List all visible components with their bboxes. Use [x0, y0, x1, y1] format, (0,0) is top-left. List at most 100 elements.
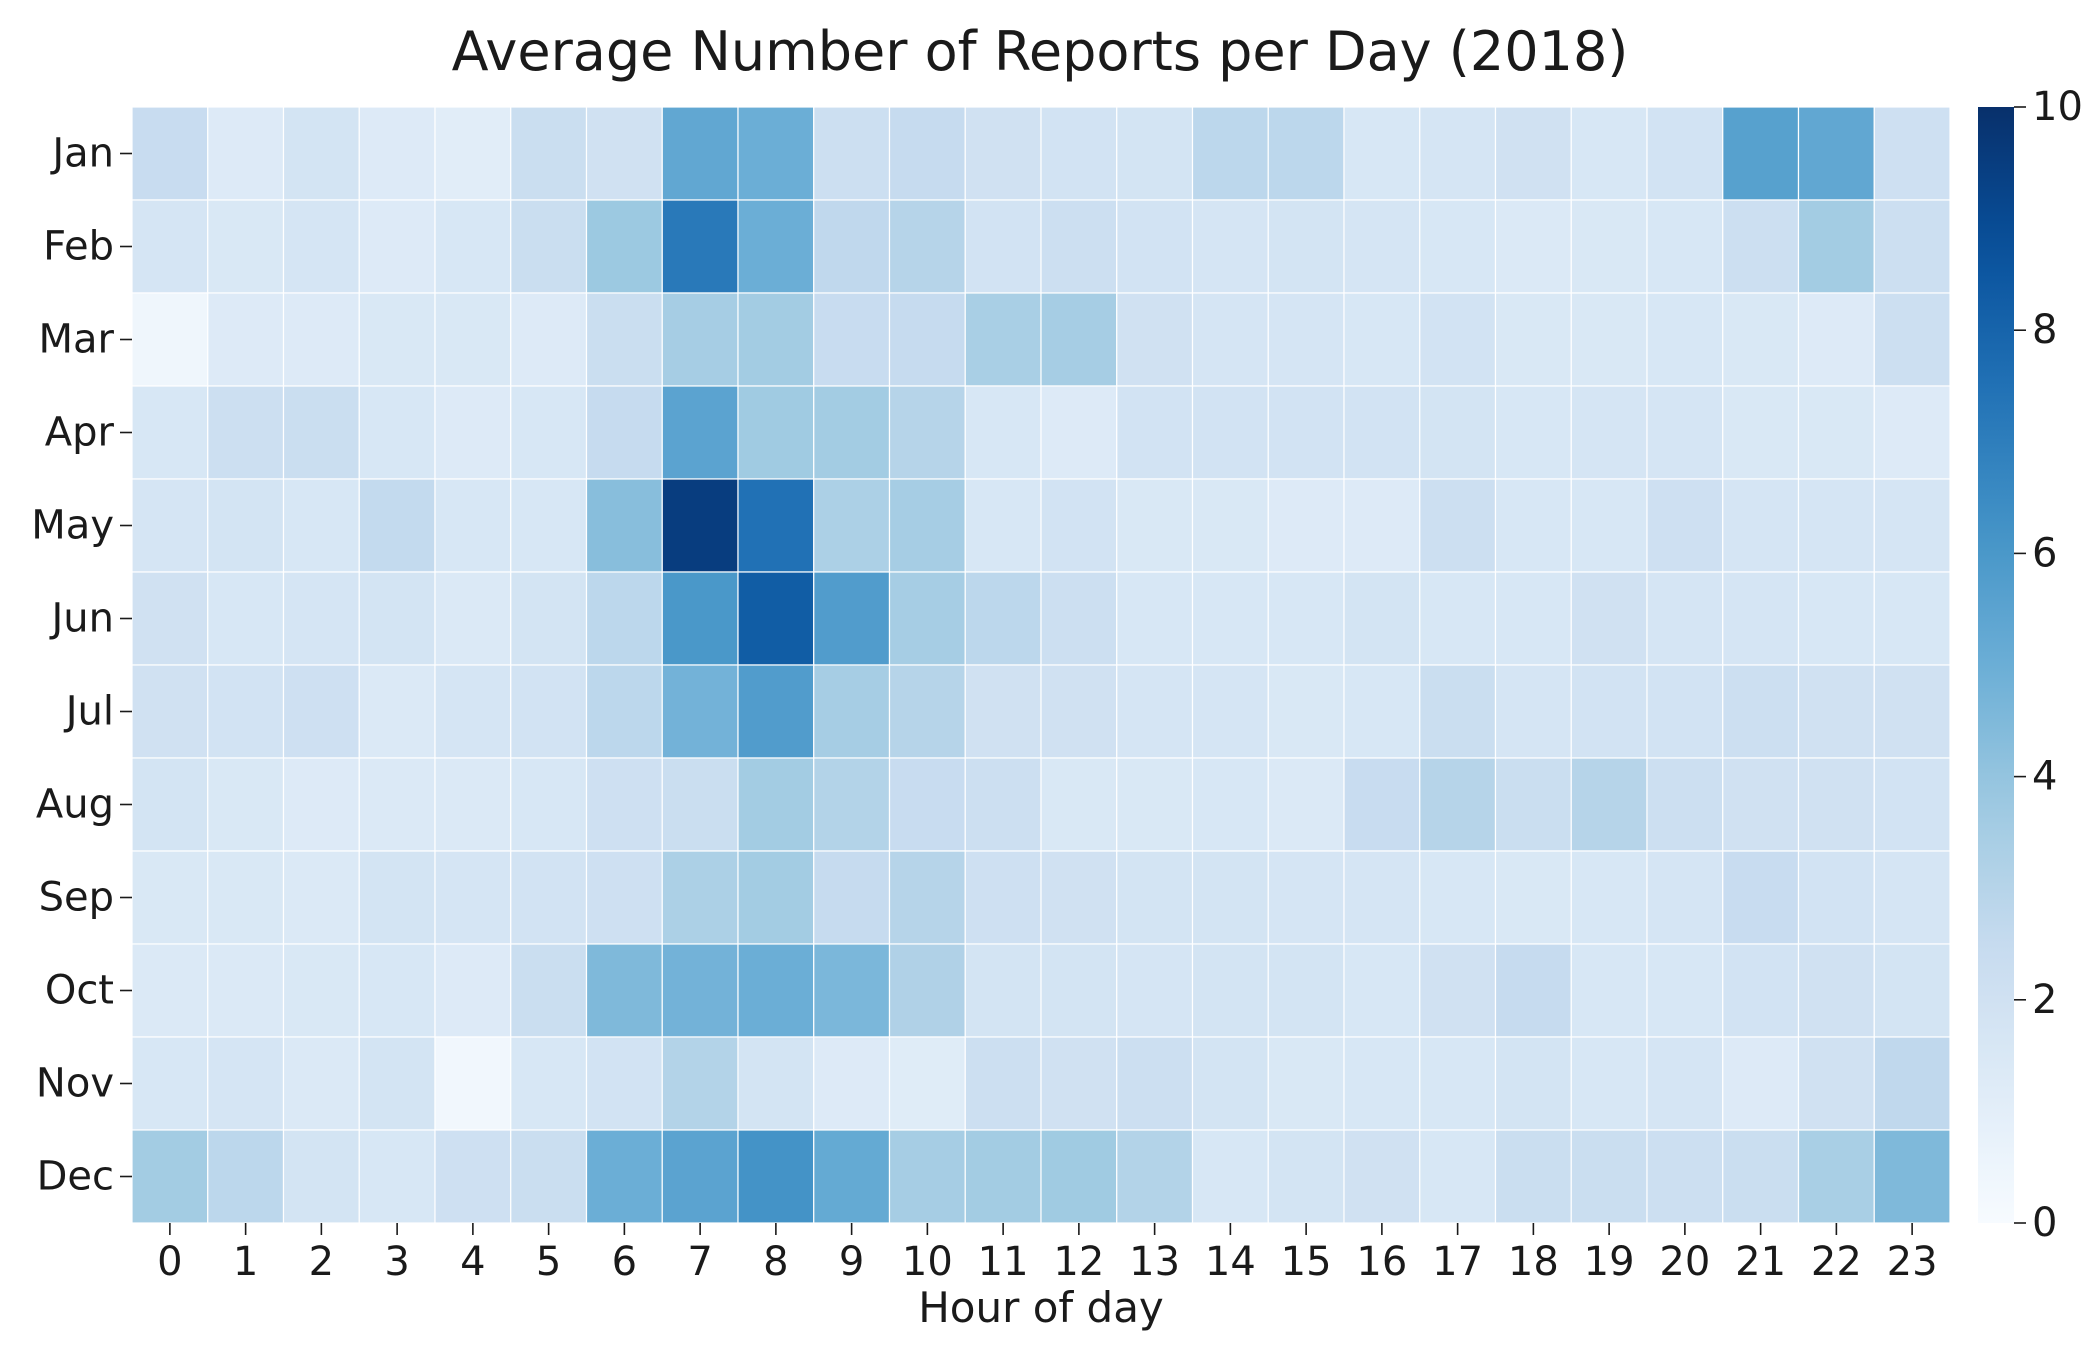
heatmap-cell — [1040, 199, 1118, 294]
heatmap-cell — [1797, 292, 1875, 387]
heatmap-cell — [1419, 943, 1497, 1038]
heatmap-cell — [1191, 943, 1269, 1038]
heatmap-cell — [1570, 292, 1648, 387]
heatmap-cell — [1116, 943, 1194, 1038]
heatmap-cell — [661, 664, 739, 759]
colorbar-tick-label: 6 — [2032, 530, 2057, 576]
heatmap-cell — [1646, 199, 1724, 294]
heatmap-cell — [510, 292, 588, 387]
heatmap-cell — [1570, 664, 1648, 759]
heatmap-cell — [1343, 292, 1421, 387]
x-tick-label: 19 — [1584, 1239, 1635, 1285]
heatmap-cell — [1722, 943, 1800, 1038]
x-tick-label: 1 — [233, 1239, 258, 1285]
heatmap-cell — [585, 385, 663, 480]
heatmap-cell — [1191, 850, 1269, 945]
heatmap-cell — [964, 1129, 1042, 1224]
y-axis: Jan Feb Mar Apr May Jun Jul Aug Sep Oct Nov Dec — [31, 131, 132, 1200]
heatmap-cell — [358, 385, 436, 480]
heatmap-cell — [1494, 664, 1572, 759]
heatmap-cell — [207, 943, 285, 1038]
heatmap-cell — [1116, 664, 1194, 759]
heatmap-cell — [131, 571, 209, 666]
heatmap-cell — [1494, 1129, 1572, 1224]
heatmap-cell — [661, 385, 739, 480]
heatmap-cell — [1191, 106, 1269, 201]
heatmap-cell — [1570, 385, 1648, 480]
heatmap-cell — [1722, 292, 1800, 387]
heatmap-cell — [1494, 757, 1572, 852]
heatmap-cell — [1267, 757, 1345, 852]
heatmap-cell — [1570, 571, 1648, 666]
heatmap-cell — [1040, 1129, 1118, 1224]
heatmap-cell — [131, 1129, 209, 1224]
heatmap-cell — [1873, 478, 1951, 573]
heatmap-cell — [1494, 943, 1572, 1038]
heatmap-cell — [131, 850, 209, 945]
heatmap-cell — [131, 106, 209, 201]
x-tick-label: 15 — [1281, 1239, 1332, 1285]
heatmap-cell — [1570, 199, 1648, 294]
heatmap-cell — [1343, 943, 1421, 1038]
y-tick-label: Oct — [45, 968, 114, 1014]
heatmap-cell — [737, 478, 815, 573]
heatmap-cell — [1191, 757, 1269, 852]
heatmap-cell — [207, 664, 285, 759]
heatmap-cell — [1267, 385, 1345, 480]
heatmap-cell — [1267, 1129, 1345, 1224]
heatmap-cell — [1797, 1036, 1875, 1131]
heatmap-cell — [888, 1036, 966, 1131]
heatmap-cell — [1873, 199, 1951, 294]
x-tick-label: 8 — [763, 1239, 788, 1285]
x-tick-label: 12 — [1053, 1239, 1104, 1285]
heatmap-cell — [434, 664, 512, 759]
heatmap-cell — [888, 478, 966, 573]
heatmap-cell — [1343, 664, 1421, 759]
heatmap-cell — [1494, 850, 1572, 945]
heatmap-cell — [1873, 571, 1951, 666]
heatmap-cell — [282, 106, 360, 201]
heatmap-cell — [813, 385, 891, 480]
heatmap-cell — [737, 943, 815, 1038]
heatmap-cell — [1343, 385, 1421, 480]
heatmap-cell — [1570, 1129, 1648, 1224]
heatmap-cell — [358, 757, 436, 852]
heatmap-cell — [585, 292, 663, 387]
heatmap-cell — [131, 478, 209, 573]
heatmap-cell — [585, 757, 663, 852]
heatmap-cell — [661, 757, 739, 852]
heatmap-cell — [585, 571, 663, 666]
heatmap-cell — [737, 664, 815, 759]
heatmap-cell — [510, 385, 588, 480]
heatmap-cell — [1267, 664, 1345, 759]
heatmap-cell — [1267, 850, 1345, 945]
heatmap-cell — [1797, 385, 1875, 480]
heatmap-cell — [282, 1036, 360, 1131]
heatmap-cell — [964, 478, 1042, 573]
heatmap-cell — [737, 850, 815, 945]
heatmap-cell — [434, 106, 512, 201]
heatmap-cell — [1343, 478, 1421, 573]
heatmap-cell — [282, 571, 360, 666]
heatmap-cell — [358, 1129, 436, 1224]
colorbar-tick-label: 4 — [2032, 754, 2057, 800]
x-tick-label: 4 — [460, 1239, 485, 1285]
heatmap-cell — [1343, 850, 1421, 945]
heatmap-cell — [434, 757, 512, 852]
heatmap-cell — [1343, 757, 1421, 852]
heatmap-cell — [1494, 292, 1572, 387]
heatmap-cell — [737, 1036, 815, 1131]
heatmap-cell — [1191, 1036, 1269, 1131]
heatmap-cell — [888, 757, 966, 852]
heatmap-cell — [661, 1036, 739, 1131]
heatmap-cell — [1116, 385, 1194, 480]
chart-title: Average Number of Reports per Day (2018) — [452, 20, 1629, 83]
colorbar-tick-label: 0 — [2032, 1200, 2057, 1246]
heatmap-cell — [813, 850, 891, 945]
heatmap-cell — [661, 478, 739, 573]
x-tick-label: 11 — [978, 1239, 1029, 1285]
heatmap-cell — [888, 943, 966, 1038]
heatmap-cell — [510, 199, 588, 294]
y-tick-label: Jan — [49, 131, 114, 177]
heatmap-cell — [1646, 385, 1724, 480]
